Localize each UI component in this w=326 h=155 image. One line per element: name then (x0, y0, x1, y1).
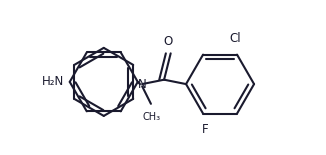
Text: H₂N: H₂N (42, 75, 64, 88)
Text: CH₃: CH₃ (143, 111, 161, 122)
Text: F: F (202, 123, 209, 136)
Text: O: O (164, 35, 173, 48)
Text: N: N (138, 78, 146, 91)
Text: Cl: Cl (229, 32, 241, 45)
